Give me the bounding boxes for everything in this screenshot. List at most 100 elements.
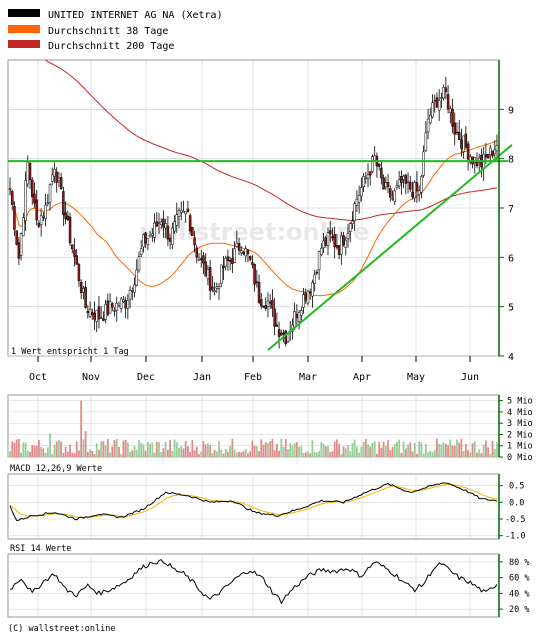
volume-bar [40,446,43,457]
candle-body [28,162,32,181]
candle-body [211,286,214,290]
volume-bar [171,451,174,457]
volume-bar [200,451,203,457]
month-label: Jun [461,372,479,383]
volume-bar [173,439,176,457]
volume-bar [120,453,123,457]
candle-body [202,255,205,264]
candle-body [231,258,234,265]
candle-body [322,240,325,248]
volume-bar [393,444,396,457]
volume-bar [180,445,183,457]
legend-swatch-ma38 [8,25,40,33]
candle-body [235,242,239,247]
volume-bar [144,450,147,457]
rsi-y-tick-label: 60 % [509,574,529,584]
candle-body [155,221,159,227]
volume-bar [142,444,145,457]
volume-bar [26,450,29,457]
candle-body [13,206,16,230]
volume-bar [358,452,361,457]
candle-body [395,185,399,188]
volume-bar [158,441,160,457]
volume-bar [298,446,300,457]
volume-bar [411,451,414,457]
volume-bar [122,440,125,457]
candle-body [117,305,121,308]
volume-bar [231,438,234,457]
candle-body [119,298,123,309]
volume-bar [429,450,432,457]
candle-body [206,268,210,280]
candle-body [335,244,339,248]
candle-body [133,284,136,293]
candle-body [64,212,67,220]
volume-bar [153,452,156,457]
rsi-label: RSI 14 Werte [10,544,71,554]
volume-bar [447,445,449,457]
volume-bar [484,440,487,457]
candle-body [35,199,38,221]
candle-body [104,303,107,320]
volume-bar [436,438,438,457]
candle-body [144,232,147,244]
price-y-tick-label: 5 [508,303,514,314]
candle-body [51,174,54,182]
volume-bar [189,452,192,457]
rsi-line [9,558,498,605]
volume-bar [422,453,425,457]
volume-bar [24,442,27,457]
candle-body [195,247,199,258]
volume-bar [207,443,209,457]
candle-body [268,301,272,304]
macd-line [9,482,498,522]
candle-body [255,281,259,283]
month-label: Feb [244,372,262,383]
candle-body [313,274,316,284]
candle-body [320,248,323,256]
volume-bar [160,452,163,457]
volume-bar [347,445,349,457]
candle-body [215,286,219,289]
macd-label: MACD 12,26,9 Werte [10,464,102,474]
candle-body [362,176,365,187]
candle-body [311,282,314,297]
volume-bar [224,448,227,457]
candle-body [282,332,285,335]
candle-body [184,211,187,215]
candle-body [111,303,114,308]
candle-body [257,282,261,303]
volume-bar [169,439,172,457]
candles [8,76,499,349]
volume-bar [453,445,456,457]
candle-body [48,184,52,203]
candle-body [262,305,265,308]
volume-bar [304,452,307,457]
candle-body [37,222,41,227]
volume-bar [311,440,314,457]
volume-bar [378,441,381,457]
volume-bar [104,445,107,457]
candle-body [431,102,434,118]
candle-body [473,156,477,163]
legend-label-ma200: Durchschnitt 200 Tage [48,41,174,52]
candle-body [277,329,281,337]
volume-bar [51,453,54,457]
candle-body [297,312,301,322]
candle-body [464,133,468,148]
volume-bar [11,441,14,457]
volume-bar [82,439,85,457]
volume-bar [64,446,67,457]
candle-body [393,190,396,202]
candle-body [360,187,363,197]
volume-y-tick-label: 0 Mio [507,453,533,463]
volume-bar [113,440,116,457]
candle-body [304,292,308,301]
macd-y-tick-label: 0.5 [509,482,524,492]
volume-bar [367,444,369,457]
candle-body [177,210,181,217]
volume-bar [124,439,127,457]
candle-body [244,248,247,257]
